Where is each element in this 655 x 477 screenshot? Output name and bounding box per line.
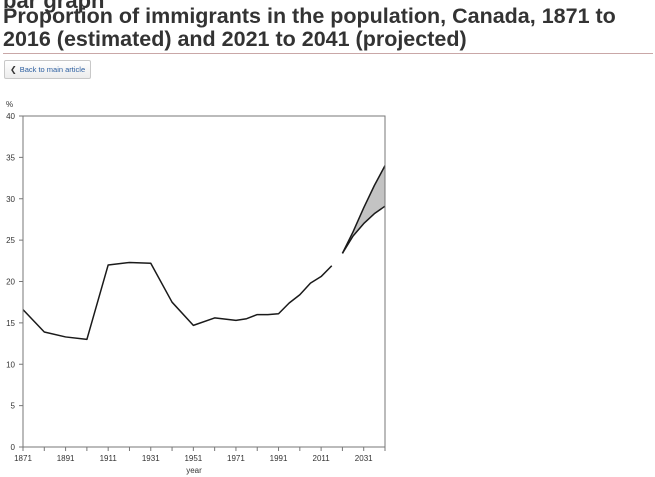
- plot-frame: [22, 115, 386, 448]
- back-button-label: Back to main article: [19, 65, 86, 74]
- x-tick-label: 1951: [184, 454, 202, 463]
- axes-layer: [22, 115, 386, 448]
- ticks-layer: 0 5 10 15 20 25 30 35 40 1871 1891 1911 1931 1951 1971…: [6, 112, 386, 463]
- y-tick-label: 35: [6, 153, 15, 162]
- y-tick-label: 40: [6, 112, 15, 121]
- series-line-projected-high: [341, 165, 386, 254]
- series-line-projected-low: [341, 205, 386, 254]
- y-tick-label: 15: [6, 319, 15, 328]
- y-axis-unit-label: %: [6, 100, 13, 109]
- x-tick-label: 1991: [270, 454, 288, 463]
- page-title: Proportion of immigrants in the populati…: [3, 4, 616, 51]
- y-tick-label: 10: [6, 360, 15, 369]
- title-divider: [3, 53, 653, 54]
- y-tick-label: 30: [6, 195, 15, 204]
- chevron-left-icon: ❮: [10, 65, 17, 74]
- x-tick-label: 2011: [313, 454, 331, 463]
- x-tick-label: 1911: [100, 454, 118, 463]
- clipped-previous-heading: bar graph: [3, 0, 105, 13]
- x-tick-label: 2031: [355, 454, 373, 463]
- y-tick-label: 25: [6, 236, 15, 245]
- series-line-estimated: [22, 261, 333, 341]
- x-tick-label: 1931: [142, 454, 160, 463]
- x-axis-title: year: [186, 466, 202, 475]
- x-tick-label: 1891: [57, 454, 75, 463]
- y-tick-label: 0: [11, 443, 16, 452]
- x-tick-label: 1971: [227, 454, 245, 463]
- y-tick-label: 5: [11, 402, 16, 411]
- back-to-main-article-button[interactable]: ❮ Back to main article: [4, 60, 92, 79]
- y-tick-label: 20: [6, 278, 15, 287]
- x-tick-label: 1871: [14, 454, 32, 463]
- series-layer: [22, 165, 386, 341]
